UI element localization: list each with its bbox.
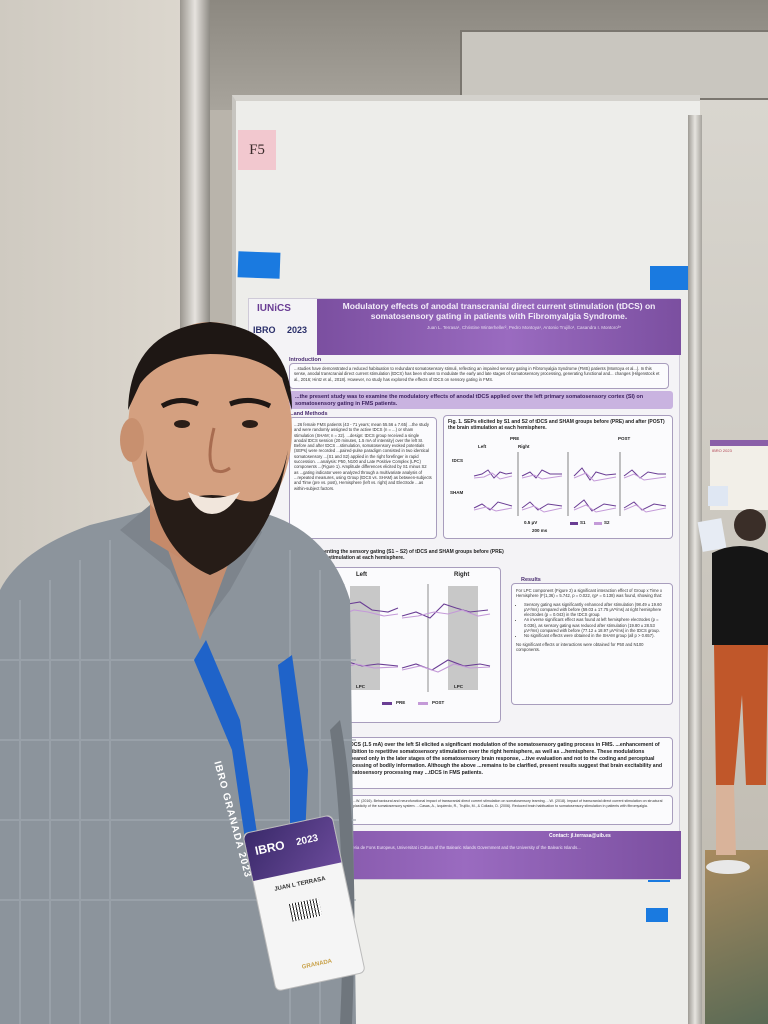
figure-1-title: Fig. 1. SEPs elicited by S1 and S2 of tD… — [448, 419, 665, 431]
background-person — [706, 509, 768, 874]
badge-brand: IBRO — [253, 837, 286, 858]
results-label: Results — [521, 577, 541, 583]
introduction-box: ...studies have demonstrated a reduced h… — [289, 363, 669, 389]
results-bullet: An inverse significant effect was found … — [524, 617, 668, 633]
references-text: ...W. (2016). Behavioural and neurofunct… — [353, 799, 663, 808]
figure-1-waveforms — [473, 452, 667, 516]
fig2-left-label: Left — [356, 572, 367, 578]
funding-text: ...study was supported by a grant from t… — [259, 845, 581, 850]
fig1-s1-legend-swatch — [570, 522, 578, 525]
tape-strip — [650, 266, 688, 290]
ceiling-panel — [460, 30, 768, 100]
ceiling — [200, 0, 768, 110]
poster-title: Modulatory effects of anodal transcrania… — [342, 301, 656, 321]
fig1-tdcs-label: tDCS — [452, 458, 463, 463]
figure-1-box: Fig. 1. SEPs elicited by S1 and S2 of tD… — [443, 415, 673, 539]
results-text: For LPC component (Figure 2) a significa… — [516, 588, 663, 599]
fig2-lpc-right-label: LPC — [454, 684, 463, 689]
results-box: For LPC component (Figure 2) a significa… — [511, 583, 673, 705]
conclusion-box: ...tDCS (1.5 mA) over the left SI elicit… — [339, 737, 673, 789]
iunics-logo: IUNiCS — [257, 303, 291, 314]
references-box: ...W. (2016). Behavioural and neurofunct… — [349, 795, 673, 825]
methods-label: ...and Methods — [289, 411, 328, 417]
fig2-pre-label: PRE — [396, 700, 406, 705]
methods-text: ...26 female FMS patients (43 - 71 years… — [294, 422, 432, 491]
fig2-post-legend-swatch — [418, 702, 428, 705]
floor — [705, 850, 768, 1024]
fig1-s1-label: S1 — [580, 520, 586, 525]
results-list: Sensory gating was significantly enhance… — [524, 602, 668, 639]
results-bullet: Sensory gating was significantly enhance… — [524, 602, 668, 618]
fig2-post-label: POST — [432, 700, 445, 705]
badge-city: GRANADA — [301, 958, 333, 971]
poster-header: IUNiCS IBRO 2023 Modulatory effects of a… — [249, 299, 681, 355]
board-frame — [688, 115, 702, 1024]
fig2-pre-legend-swatch — [382, 702, 392, 705]
board-id-label: F5 — [238, 130, 276, 170]
conclusion-text: ...tDCS (1.5 mA) over the left SI elicit… — [344, 742, 663, 776]
methods-box: ...26 female FMS patients (43 - 71 years… — [289, 417, 437, 539]
tape-strip — [237, 251, 281, 279]
fig1-right-label: Right — [518, 444, 530, 449]
fig1-post-label: POST — [618, 436, 631, 441]
badge-barcode — [288, 897, 322, 922]
introduction-text: ...studies have demonstrated a reduced h… — [294, 366, 660, 382]
figure-2-title: Fig. 2. Waveforms representing the senso… — [265, 549, 504, 561]
fig1-time-label: 200 ms — [532, 528, 548, 533]
results-bullet: No significant effects were obtained in … — [524, 633, 668, 638]
fig2-lpc-left-label: LPC — [356, 684, 365, 689]
fig1-s2-label: S2 — [604, 520, 610, 525]
contact-info: Contact: jl.terrasa@uib.es — [549, 833, 611, 839]
fig1-scale-label: 0.5 μV — [524, 520, 538, 525]
fig1-left-label: Left — [478, 444, 487, 449]
fig1-sham-label: SHAM — [450, 490, 464, 495]
tape-strip — [708, 486, 728, 506]
fig1-pre-label: PRE — [510, 436, 520, 441]
fig1-s2-legend-swatch — [594, 522, 602, 525]
fig2-right-label: Right — [454, 572, 470, 578]
results-note: No significant effects or interactions w… — [516, 641, 644, 652]
tape-strip — [646, 908, 668, 922]
poster-authors: Juan L. Terrasa¹, Christine Winterheller… — [426, 325, 621, 330]
logo-block: IUNiCS IBRO 2023 — [251, 301, 317, 351]
badge-year: 2023 — [295, 832, 320, 849]
ibro-year: 2023 — [287, 325, 308, 335]
introduction-label: Introduction — [289, 357, 322, 363]
ibro-logo: IBRO — [253, 325, 276, 335]
aim-banner: ...the present study was to examine the … — [289, 391, 673, 409]
